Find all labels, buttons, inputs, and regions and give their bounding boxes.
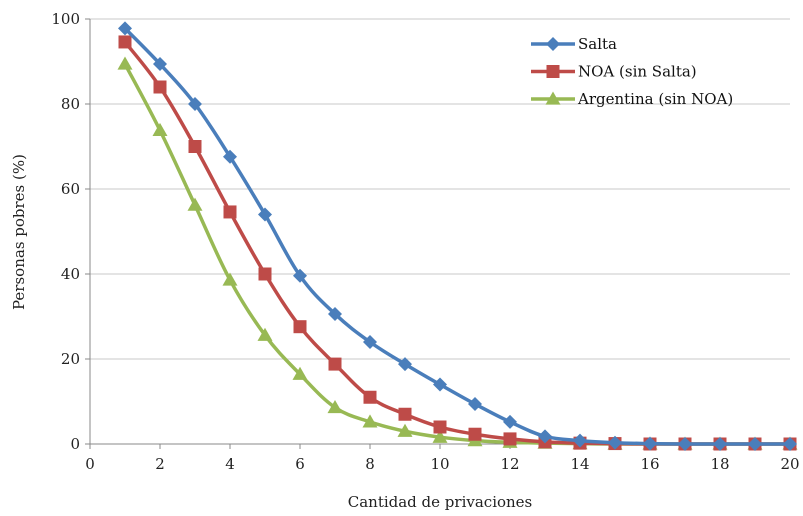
data-point bbox=[327, 399, 343, 414]
data-point bbox=[223, 205, 237, 219]
data-point bbox=[678, 437, 692, 451]
legend-item-2: Argentina (sin NOA) bbox=[531, 90, 733, 108]
data-point bbox=[538, 429, 552, 444]
data-point bbox=[328, 357, 342, 371]
y-tick-label: 60 bbox=[61, 180, 80, 198]
y-tick-label: 100 bbox=[51, 10, 80, 28]
legend-item-0: Salta bbox=[531, 35, 617, 53]
x-tick-label: 14 bbox=[570, 455, 589, 473]
data-point bbox=[363, 390, 377, 404]
data-point bbox=[468, 397, 482, 412]
x-axis-title: Cantidad de privaciones bbox=[348, 493, 533, 511]
data-point bbox=[362, 414, 378, 428]
data-point bbox=[293, 268, 307, 283]
y-axis-title: Personas pobres (%) bbox=[10, 154, 28, 310]
x-tick-label: 6 bbox=[295, 455, 305, 473]
gridlines bbox=[90, 18, 790, 360]
x-tick-label: 2 bbox=[155, 455, 165, 473]
data-point bbox=[397, 423, 413, 437]
data-point bbox=[573, 433, 587, 448]
data-point bbox=[363, 335, 377, 349]
data-point bbox=[608, 435, 622, 450]
data-point bbox=[258, 267, 272, 281]
data-point bbox=[432, 429, 448, 443]
x-tick-label: 16 bbox=[640, 455, 659, 473]
legend-label: Salta bbox=[578, 35, 617, 53]
legend-item-1: NOA (sin Salta) bbox=[531, 63, 697, 81]
data-point bbox=[222, 272, 238, 286]
data-point bbox=[643, 436, 657, 451]
x-tick-label: 4 bbox=[225, 455, 235, 473]
data-point bbox=[188, 97, 202, 111]
data-point bbox=[398, 357, 412, 372]
y-tick-label: 80 bbox=[61, 95, 80, 113]
y-tick-label: 20 bbox=[61, 350, 80, 368]
y-tick-label: 40 bbox=[61, 265, 80, 283]
x-tick-label: 0 bbox=[85, 455, 95, 473]
data-point bbox=[153, 80, 167, 94]
data-series bbox=[117, 21, 798, 451]
data-point bbox=[292, 366, 308, 380]
data-point bbox=[748, 437, 762, 451]
series-line bbox=[123, 63, 790, 446]
data-point bbox=[713, 437, 727, 451]
legend: Salta NOA (sin Salta) Argentina (sin NOA) bbox=[531, 35, 733, 108]
data-point bbox=[503, 432, 517, 446]
data-point bbox=[118, 35, 132, 49]
data-point bbox=[433, 377, 447, 392]
data-point bbox=[783, 437, 797, 451]
data-point bbox=[468, 427, 482, 441]
x-tick-label: 8 bbox=[365, 455, 375, 473]
data-point bbox=[293, 320, 307, 334]
legend-marker bbox=[545, 91, 561, 105]
x-tick-label: 10 bbox=[430, 455, 449, 473]
x-axis-ticks: 0 2 4 6 8 10 12 14 16 18 20 bbox=[85, 444, 800, 473]
x-tick-label: 18 bbox=[710, 455, 729, 473]
y-axis-ticks: 0 20 40 60 80 100 bbox=[51, 10, 90, 453]
data-point bbox=[117, 56, 133, 70]
series-2 bbox=[117, 56, 798, 450]
series-0 bbox=[118, 21, 797, 451]
legend-label: Argentina (sin NOA) bbox=[577, 90, 733, 108]
data-point bbox=[257, 327, 273, 341]
y-tick-label: 0 bbox=[70, 435, 80, 453]
legend-label: NOA (sin Salta) bbox=[578, 63, 697, 81]
data-point bbox=[328, 306, 342, 321]
data-point bbox=[503, 414, 517, 429]
data-point bbox=[433, 420, 447, 434]
legend-marker bbox=[546, 65, 560, 78]
data-point bbox=[398, 407, 412, 421]
legend-marker bbox=[546, 37, 560, 51]
data-point bbox=[188, 140, 202, 153]
data-point bbox=[187, 197, 203, 211]
x-tick-label: 12 bbox=[500, 455, 519, 473]
data-point bbox=[258, 207, 272, 222]
data-point bbox=[223, 149, 237, 164]
data-point bbox=[153, 57, 167, 72]
data-point bbox=[118, 21, 132, 36]
data-point bbox=[152, 122, 168, 136]
x-tick-label: 20 bbox=[780, 455, 799, 473]
